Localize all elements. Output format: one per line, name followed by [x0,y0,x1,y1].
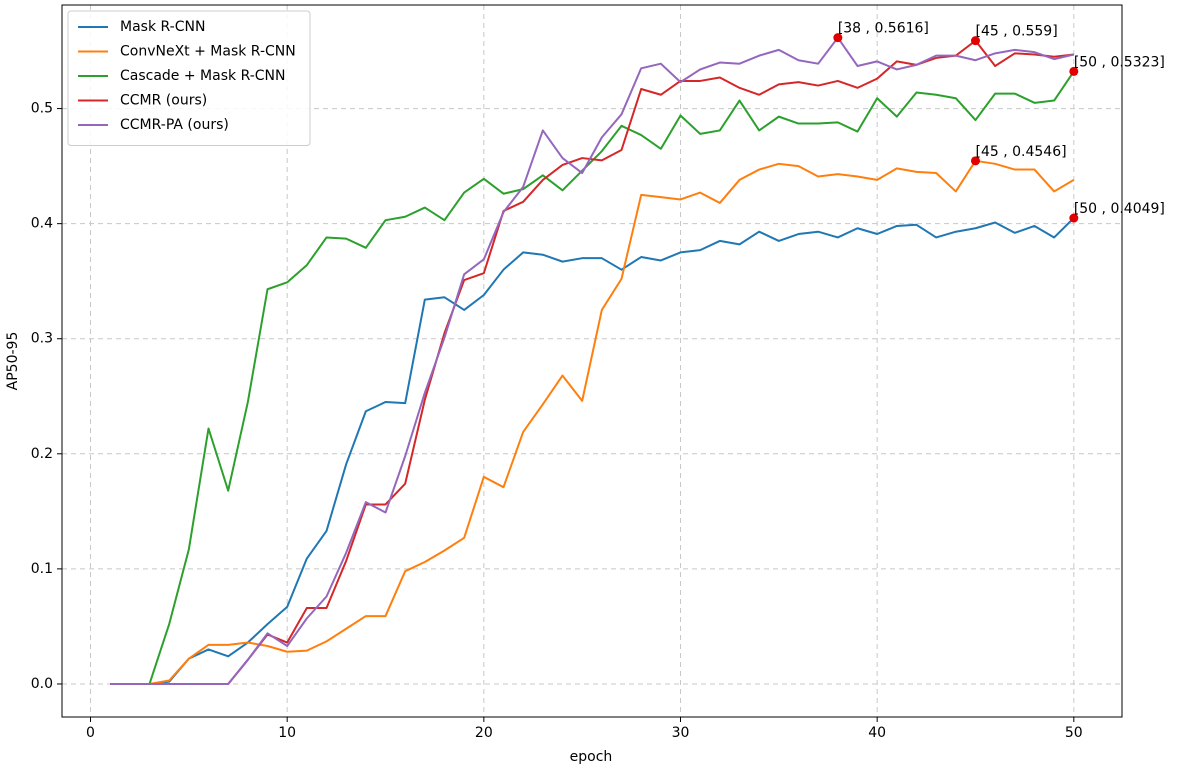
annotation-label: [50 , 0.4049] [1074,201,1165,217]
y-tick-label: 0.4 [31,216,53,232]
legend-label: ConvNeXt + Mask R-CNN [120,44,296,60]
y-tick-label: 0.5 [31,101,53,117]
annotation-label: [50 , 0.5323] [1074,54,1165,70]
annotation-label: [45 , 0.559] [975,24,1057,40]
series-line [110,217,1075,685]
x-tick-label: 10 [278,725,296,741]
x-tick-label: 0 [86,725,95,741]
annotation-marker [970,36,980,46]
legend-label: CCMR (ours) [120,93,207,109]
annotation-label: [38 , 0.5616] [838,21,929,37]
series-line [110,159,1075,685]
x-axis-label: epoch [570,749,613,765]
x-tick-label: 30 [672,725,690,741]
x-tick-label: 20 [475,725,493,741]
annotation-marker [1069,213,1079,223]
annotation-marker [833,33,843,43]
series-line [110,36,1075,685]
legend-label: Cascade + Mask R-CNN [120,68,286,84]
y-tick-label: 0.2 [31,446,53,462]
series-line [110,70,1075,685]
y-tick-label: 0.3 [31,331,53,347]
y-tick-label: 0.1 [31,561,53,577]
annotation-marker [1069,66,1079,76]
legend-label: CCMR-PA (ours) [120,117,229,133]
legend-box [67,10,311,146]
plot-frame [61,4,1123,718]
annotation-marker [970,156,980,166]
y-tick-label: 0.0 [31,676,53,692]
y-axis-label: AP50-95 [5,332,21,391]
annotation-label: [45 , 0.4546] [975,144,1066,160]
x-tick-label: 40 [868,725,886,741]
x-tick-label: 50 [1065,725,1083,741]
legend-label: Mask R-CNN [120,19,205,35]
